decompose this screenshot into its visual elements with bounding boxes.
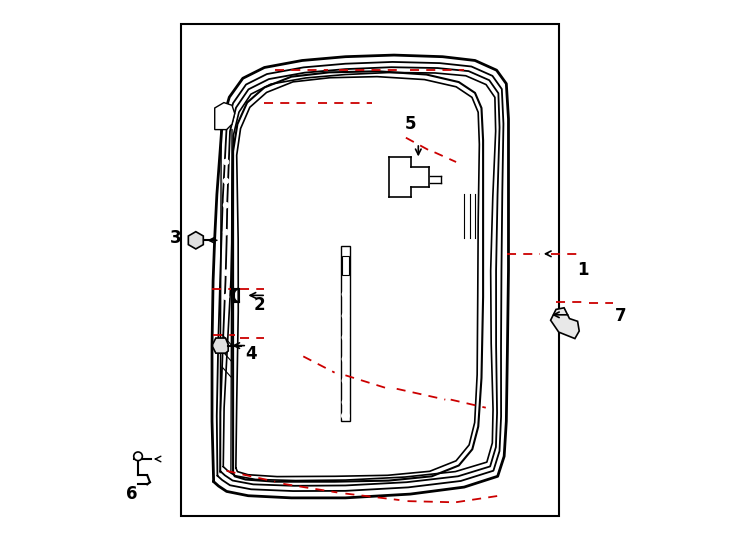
Circle shape — [223, 230, 229, 235]
Circle shape — [223, 159, 229, 165]
Circle shape — [223, 294, 229, 300]
Text: 6: 6 — [126, 485, 138, 503]
Circle shape — [464, 273, 470, 278]
Circle shape — [223, 270, 229, 275]
Circle shape — [342, 356, 349, 362]
Text: 4: 4 — [245, 345, 257, 363]
Circle shape — [342, 291, 349, 298]
Text: 7: 7 — [615, 307, 627, 325]
Circle shape — [399, 180, 405, 187]
Circle shape — [223, 178, 229, 184]
Bar — [341, 246, 350, 421]
Circle shape — [223, 202, 229, 208]
Text: 3: 3 — [170, 228, 181, 247]
Circle shape — [342, 377, 349, 384]
Polygon shape — [213, 338, 228, 353]
Polygon shape — [550, 308, 579, 339]
Circle shape — [342, 399, 349, 406]
Bar — [341, 256, 349, 275]
Circle shape — [341, 412, 349, 420]
Text: 1: 1 — [577, 261, 589, 279]
Text: 5: 5 — [404, 115, 416, 133]
Circle shape — [134, 452, 142, 461]
Text: 2: 2 — [253, 296, 265, 314]
Polygon shape — [215, 103, 235, 130]
Circle shape — [399, 187, 405, 193]
Circle shape — [399, 174, 405, 180]
Bar — [181, 24, 559, 516]
Circle shape — [342, 334, 349, 341]
Circle shape — [464, 289, 470, 294]
Circle shape — [342, 313, 349, 319]
Polygon shape — [189, 232, 203, 249]
